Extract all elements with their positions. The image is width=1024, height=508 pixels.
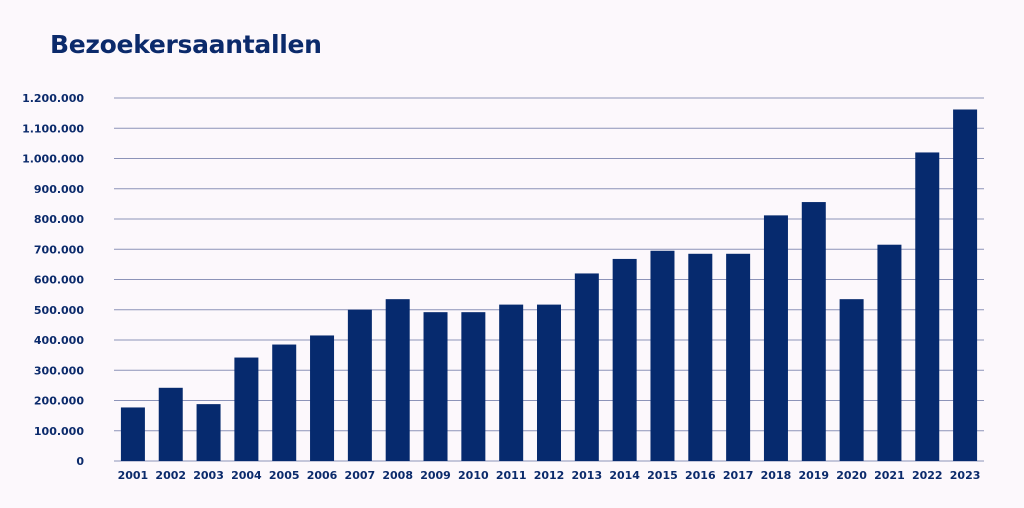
x-tick-label: 2020 xyxy=(836,469,867,482)
bar-2019 xyxy=(801,202,826,461)
bar-2016 xyxy=(688,253,713,461)
y-tick-label: 300.000 xyxy=(34,364,84,377)
x-tick-label: 2014 xyxy=(609,469,640,482)
y-tick-label: 400.000 xyxy=(34,334,84,347)
y-tick-label: 100.000 xyxy=(34,425,84,438)
x-tick-label: 2011 xyxy=(496,469,527,482)
x-tick-label: 2002 xyxy=(155,469,186,482)
y-axis-tick-labels: 0 100.000 200.000 300.000 400.000 500.000 600.… xyxy=(22,92,84,468)
y-tick-label: 0 xyxy=(76,455,84,468)
bar-2021 xyxy=(877,244,902,461)
y-tick-label: 700.000 xyxy=(34,243,84,256)
x-tick-label: 2010 xyxy=(458,469,489,482)
x-tick-label: 2015 xyxy=(647,469,678,482)
bar-2023 xyxy=(953,109,978,462)
x-tick-label: 2013 xyxy=(572,469,603,482)
y-tick-label: 1.200.000 xyxy=(22,92,84,105)
x-tick-label: 2018 xyxy=(761,469,792,482)
bar-2009 xyxy=(423,312,448,461)
x-axis-tick-labels: 2001 2002 2003 2004 2005 2006 2007 2008 2009 2010… xyxy=(118,469,981,482)
bar-2004 xyxy=(234,357,259,461)
x-tick-label: 2008 xyxy=(382,469,413,482)
bar-2012 xyxy=(537,304,561,461)
y-tick-label: 500.000 xyxy=(34,304,84,317)
bar-2002 xyxy=(158,387,183,461)
x-tick-label: 2023 xyxy=(950,469,981,482)
y-tick-label: 1.100.000 xyxy=(22,122,84,135)
bar-2017 xyxy=(726,253,751,461)
bar-2018 xyxy=(763,215,788,461)
x-tick-label: 2019 xyxy=(798,469,829,482)
bar-2022 xyxy=(915,152,940,461)
bar-2020 xyxy=(839,299,864,461)
x-tick-label: 2006 xyxy=(307,469,338,482)
bar-2010 xyxy=(461,312,486,461)
x-tick-label: 2012 xyxy=(534,469,565,482)
bar-2014 xyxy=(612,258,637,461)
chart-title: Bezoekersaantallen xyxy=(50,30,322,59)
bar-2001 xyxy=(120,407,145,461)
bar-2003 xyxy=(196,404,221,461)
y-tick-label: 600.000 xyxy=(34,274,84,287)
bar-2006 xyxy=(310,335,335,461)
x-tick-label: 2003 xyxy=(193,469,224,482)
y-tick-label: 800.000 xyxy=(34,213,84,226)
y-tick-label: 1.000.000 xyxy=(22,153,84,166)
bar-2008 xyxy=(385,299,410,461)
bar-2011 xyxy=(499,304,524,461)
x-tick-label: 2016 xyxy=(685,469,716,482)
bar-2015 xyxy=(650,250,675,461)
bars xyxy=(120,109,978,462)
bar-2007 xyxy=(347,309,372,461)
x-tick-label: 2001 xyxy=(118,469,149,482)
y-tick-label: 200.000 xyxy=(34,395,84,408)
x-tick-label: 2005 xyxy=(269,469,300,482)
y-tick-label: 900.000 xyxy=(34,183,84,196)
x-tick-label: 2009 xyxy=(420,469,451,482)
bar-2005 xyxy=(272,344,297,461)
x-tick-label: 2004 xyxy=(231,469,262,482)
x-tick-label: 2017 xyxy=(723,469,754,482)
x-tick-label: 2007 xyxy=(345,469,376,482)
bar-2013 xyxy=(574,273,599,461)
x-tick-label: 2021 xyxy=(874,469,905,482)
x-tick-label: 2022 xyxy=(912,469,943,482)
